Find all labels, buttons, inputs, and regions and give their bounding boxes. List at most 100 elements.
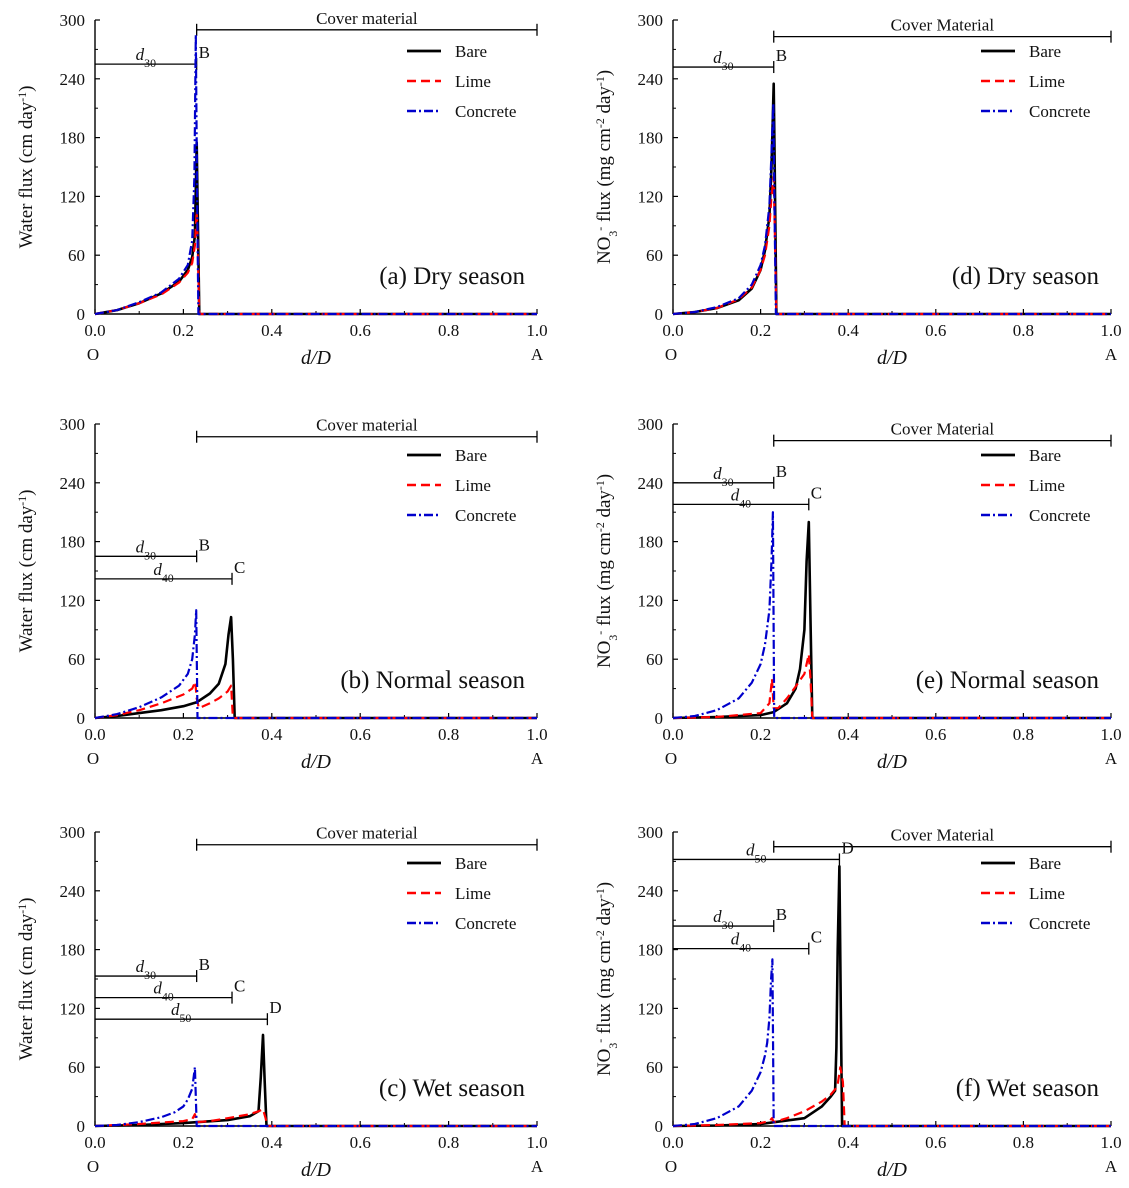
dim-label-40: d40 (153, 979, 173, 1004)
y-axis-label: Water flux (cm day-1) (16, 490, 38, 653)
dim-end-label-B: B (199, 43, 210, 62)
y-axis-label: NO3- flux (mg cm-2 day-1) (594, 474, 620, 668)
y-tick-label: 120 (638, 187, 664, 206)
panel-title: (a) Dry season (379, 263, 525, 290)
x-tick-label: 0.0 (662, 725, 683, 744)
dim-end-label-B: B (776, 905, 787, 924)
legend-label-lime: Lime (455, 476, 491, 495)
end-point-label: A (531, 345, 544, 364)
panel-title: (b) Normal season (340, 667, 525, 694)
y-axis-label: Water flux (cm day-1) (16, 898, 38, 1061)
x-axis-label: d/D (877, 347, 908, 369)
x-tick-label: 0.4 (838, 1133, 860, 1152)
x-tick-label: 0.8 (1013, 321, 1034, 340)
chart-panel-b: 0.0 0.2 0.4 0.6 0.8 1.0 0 60 120 180 240 300 O Ad/D Wa… (16, 415, 548, 773)
y-tick-label: 60 (68, 246, 85, 265)
x-tick-label: 0.0 (662, 1133, 683, 1152)
dim-end-label-C: C (811, 928, 822, 947)
y-tick-label: 0 (655, 1117, 664, 1136)
dim-label-30: d30 (136, 957, 156, 982)
dim-end-label-D: D (269, 998, 281, 1017)
origin-label: O (665, 749, 677, 768)
dim-label-30: d30 (713, 907, 733, 932)
series-line-lime (672, 1066, 1111, 1128)
series-line-lime (672, 653, 1111, 720)
dim-label-30: d30 (713, 464, 733, 489)
dim-end-label-C: C (234, 977, 245, 996)
origin-label: O (665, 1157, 677, 1176)
cover-label: Cover Material (891, 420, 995, 439)
dim-label-50: d50 (171, 1000, 191, 1025)
chart-panel-d: 0.0 0.2 0.4 0.6 0.8 1.0 0 60 120 180 240 300 O Ad/D NO… (594, 11, 1122, 369)
x-tick-label: 0.6 (925, 321, 946, 340)
x-tick-label: 0.0 (662, 321, 683, 340)
y-tick-label: 180 (638, 533, 664, 552)
x-tick-label: 0.4 (838, 725, 860, 744)
x-axis-label: d/D (877, 1159, 908, 1181)
y-tick-label: 0 (77, 305, 86, 324)
y-tick-label: 120 (638, 591, 664, 610)
y-tick-label: 60 (646, 246, 663, 265)
x-tick-label: 0.0 (84, 1133, 105, 1152)
legend-label-lime: Lime (1029, 72, 1065, 91)
y-axis-label: NO3- flux (mg cm-2 day-1) (594, 70, 620, 264)
x-tick-label: 0.4 (838, 321, 860, 340)
origin-label: O (87, 345, 99, 364)
dim-end-label-B: B (776, 462, 787, 481)
dim-end-label-B: B (199, 955, 210, 974)
legend-label-lime: Lime (1029, 884, 1065, 903)
x-tick-label: 0.8 (438, 725, 459, 744)
y-tick-label: 240 (60, 70, 86, 89)
chart-panel-e: 0.0 0.2 0.4 0.6 0.8 1.0 0 60 120 180 240 300 O Ad/D NO… (594, 415, 1122, 773)
legend-label-lime: Lime (455, 884, 491, 903)
y-tick-label: 180 (60, 129, 86, 148)
end-point-label: A (1105, 1157, 1118, 1176)
series-line-concrete (94, 1066, 537, 1128)
y-tick-label: 60 (646, 1058, 663, 1077)
y-tick-label: 300 (638, 823, 664, 842)
dim-label-30: d30 (713, 48, 733, 73)
origin-label: O (87, 1157, 99, 1176)
y-tick-label: 60 (68, 650, 85, 669)
y-axis-label: NO3- flux (mg cm-2 day-1) (594, 882, 620, 1076)
legend-label-bare: Bare (455, 854, 487, 873)
y-tick-label: 60 (646, 650, 663, 669)
dim-label-40: d40 (731, 485, 751, 510)
series-line-lime (94, 210, 537, 316)
x-tick-label: 0.8 (1013, 725, 1034, 744)
dim-label-30: d30 (136, 537, 156, 562)
series-line-concrete (672, 958, 1111, 1128)
x-tick-label: 0.6 (925, 725, 946, 744)
end-point-label: A (1105, 749, 1118, 768)
series-line-lime (672, 175, 1111, 316)
y-tick-label: 120 (60, 999, 86, 1018)
x-tick-label: 0.8 (438, 1133, 459, 1152)
x-tick-label: 1.0 (526, 725, 547, 744)
x-tick-label: 0.4 (261, 725, 283, 744)
y-tick-label: 120 (60, 591, 86, 610)
y-tick-label: 300 (60, 415, 86, 434)
series-line-concrete (94, 33, 537, 316)
legend-label-bare: Bare (455, 42, 487, 61)
y-tick-label: 120 (638, 999, 664, 1018)
x-tick-label: 0.6 (350, 321, 371, 340)
origin-label: O (665, 345, 677, 364)
y-tick-label: 180 (60, 533, 86, 552)
cover-label: Cover Material (891, 16, 995, 35)
dim-label-40: d40 (153, 560, 173, 585)
x-tick-label: 0.2 (173, 725, 194, 744)
y-tick-label: 0 (77, 709, 86, 728)
chart-panel-a: 0.0 0.2 0.4 0.6 0.8 1.0 0 60 120 180 240 300 O Ad/D Wa… (16, 9, 548, 369)
legend-label-lime: Lime (455, 72, 491, 91)
x-tick-label: 0.2 (750, 1133, 771, 1152)
y-tick-label: 180 (638, 129, 664, 148)
x-axis-label: d/D (877, 751, 908, 773)
x-tick-label: 0.2 (750, 725, 771, 744)
y-tick-label: 300 (60, 11, 86, 30)
legend-label-bare: Bare (1029, 446, 1061, 465)
chart-panel-c: 0.0 0.2 0.4 0.6 0.8 1.0 0 60 120 180 240 300 O Ad/D Wa… (16, 823, 548, 1181)
cover-label: Cover Material (891, 826, 995, 845)
end-point-label: A (531, 1157, 544, 1176)
y-tick-label: 240 (60, 474, 86, 493)
